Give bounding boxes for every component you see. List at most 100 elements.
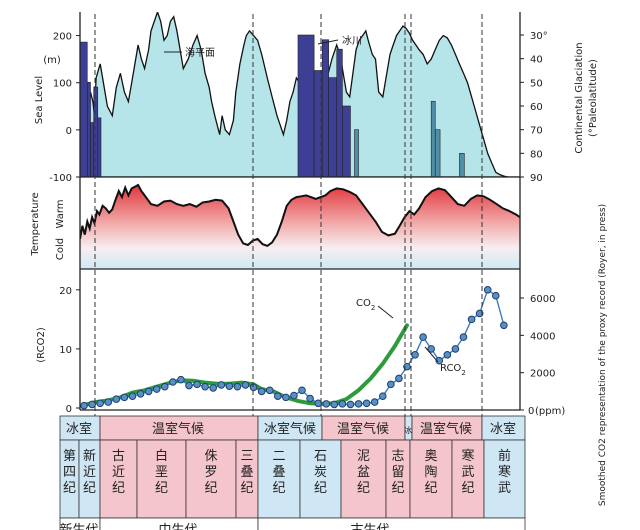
period-label-char: 第 <box>63 449 76 464</box>
rco2-point <box>282 393 290 402</box>
period-label-char: 泥 <box>357 449 370 464</box>
rco2-point <box>467 315 476 324</box>
rco2-point <box>120 393 129 402</box>
co2-label-text: CO2 <box>356 298 375 312</box>
period-label-char: 纪 <box>272 481 285 496</box>
period-label-char: 罗 <box>204 465 217 480</box>
glaciation-y-ticks: 30° 40 50 60 70 80 90 <box>520 31 548 184</box>
temperature-curve <box>80 183 520 248</box>
rco2-point <box>185 381 193 390</box>
period-cell <box>99 439 138 519</box>
rco2-point <box>233 382 242 391</box>
period-label: 奥陶纪 <box>424 449 437 496</box>
rco2-point <box>330 400 339 409</box>
period-label-char: 前 <box>498 448 511 464</box>
glaciation-bar <box>97 117 102 177</box>
rco2-point <box>387 380 395 389</box>
rco2-point <box>144 387 153 396</box>
rco2-label-text: RCO2 <box>440 363 466 377</box>
rco2-label-sub: 2 <box>461 369 465 377</box>
rco2-point <box>322 400 331 408</box>
ppm-unit: (ppm) <box>535 406 565 417</box>
glaciation-bar <box>459 153 465 177</box>
rco2-point <box>362 399 371 408</box>
period-label-char: 纪 <box>63 481 76 496</box>
glacier-annotation: 冰川 <box>317 34 362 47</box>
rco2-point <box>273 392 282 400</box>
period-cell <box>451 439 485 519</box>
era-cell <box>257 517 526 530</box>
climate-cell <box>321 415 406 441</box>
co2-panel <box>80 286 508 410</box>
rco2-point <box>443 351 452 359</box>
period-label-char: 四 <box>63 465 76 480</box>
temperature-panel <box>80 183 520 269</box>
rco2-point <box>104 398 113 406</box>
rco2-point <box>160 382 169 391</box>
period-label: 二叠纪 <box>272 449 285 496</box>
glaciation-bar <box>328 77 338 177</box>
rco2-point <box>298 386 306 395</box>
sea-level-annotation: 海平面 <box>164 46 215 59</box>
period-label-char: 近 <box>112 465 125 480</box>
period-label-char: 留 <box>391 465 404 480</box>
rco2-point <box>483 286 492 294</box>
era-label: 古生代 <box>350 523 389 530</box>
period-label-char: 纪 <box>155 481 168 496</box>
rco2-point <box>257 387 266 396</box>
climate-label: 冰室气候 <box>264 421 316 437</box>
glaciation-y-label: Continental Glaciation <box>574 42 585 153</box>
rco2-point <box>265 386 274 395</box>
period-label-char: 奥 <box>424 449 437 464</box>
period-label-char: 纪 <box>357 481 370 496</box>
rco2-point <box>395 374 403 383</box>
rco2-points <box>80 286 508 410</box>
glaciation-bar <box>80 41 88 177</box>
period-label-char: 武 <box>498 481 511 496</box>
co2-label-main: CO <box>356 298 371 309</box>
climate-label: 冰室 <box>66 421 92 437</box>
period-cell <box>136 439 187 519</box>
glaciation-bar <box>336 48 343 177</box>
period-label: 前寒武 <box>498 448 511 496</box>
glaciation-y-unit: (°Paleolatitude) <box>588 59 599 137</box>
period-label: 志留纪 <box>391 449 404 496</box>
period-label-char: 纪 <box>424 481 437 496</box>
period-label-char: 武 <box>461 465 474 480</box>
rco2-point <box>314 399 322 408</box>
glaciation-tick-label: 70 <box>530 126 543 137</box>
period-label-char: 纪 <box>240 481 253 496</box>
period-label-char: 陶 <box>424 464 437 480</box>
period-label-char: 纪 <box>112 481 125 496</box>
rco2-point <box>354 400 363 408</box>
co2-series-label: CO2 <box>356 298 394 319</box>
period-label: 侏罗纪 <box>204 449 217 496</box>
rco2-point <box>201 382 209 391</box>
rco2-point <box>96 399 104 408</box>
glaciation-tick-label: 60 <box>530 102 543 113</box>
sea-level-tick-label: 0 <box>66 126 72 137</box>
climate-cell <box>99 415 259 441</box>
glaciation-bar <box>86 82 91 177</box>
rco2-point <box>177 375 185 384</box>
rco2-point <box>346 400 355 409</box>
period-label: 新近纪 <box>83 448 96 496</box>
ppm-tick-label: 4000 <box>530 331 555 342</box>
rco2-point <box>459 333 468 341</box>
period-label-char: 寒 <box>498 464 511 480</box>
co2-label-leader <box>377 305 394 319</box>
rco2-point <box>225 382 234 390</box>
rco2-point <box>370 398 379 406</box>
ppm-tick-label: 2000 <box>530 369 555 380</box>
glaciation-bar <box>297 34 315 177</box>
rco2-point <box>136 390 145 398</box>
period-label-char: 纪 <box>314 481 327 496</box>
sea-level-tick-label: 100 <box>53 79 72 90</box>
sea-level-y-label: Sea Level <box>34 76 45 124</box>
climate-label: 冰 <box>404 425 412 435</box>
ppm-tick-label: 0 <box>528 406 534 417</box>
glaciation-tick-label: 30° <box>530 31 548 42</box>
period-label-char: 志 <box>391 449 404 464</box>
period-cell <box>299 439 342 519</box>
climate-cell <box>411 415 483 441</box>
